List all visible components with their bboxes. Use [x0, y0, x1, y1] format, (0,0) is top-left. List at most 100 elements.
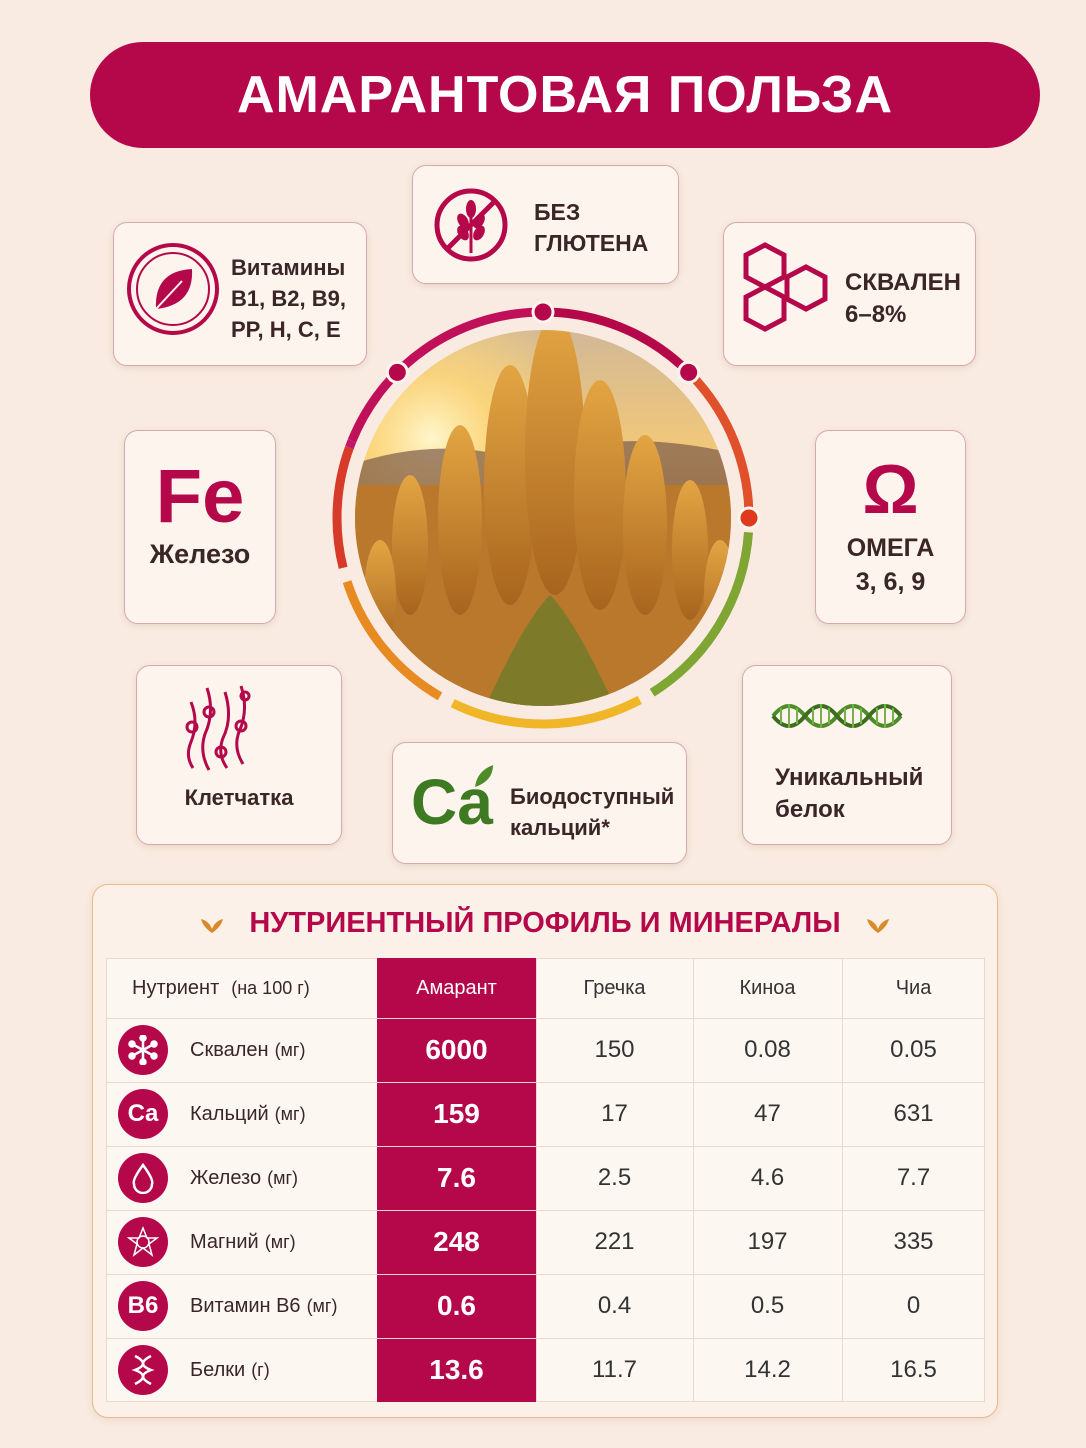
- feature-card: БЕЗ ГЛЮТЕНА: [412, 165, 679, 284]
- feature-card: Fe Железо: [124, 430, 276, 624]
- ring-part: [342, 580, 443, 701]
- nutrient-name: Железо: [190, 1166, 262, 1189]
- value-cell: 159: [377, 1082, 536, 1146]
- feature-line: Железо: [149, 539, 251, 569]
- feature-text: Биодоступный кальций*: [510, 781, 674, 843]
- column-header: Амарант: [377, 958, 536, 1018]
- ring-part: [692, 377, 754, 511]
- value-cell: 2.5: [597, 1164, 632, 1191]
- nutrient-name: Магний: [190, 1230, 259, 1253]
- value-cell: 150: [594, 1036, 635, 1063]
- column-line: [693, 958, 694, 1402]
- value-cell: 631: [893, 1100, 934, 1127]
- row-icon: Ca: [118, 1089, 168, 1139]
- value-cell: 197: [747, 1228, 788, 1255]
- feature-text: БЕЗ ГЛЮТЕНА: [534, 197, 648, 259]
- feature-text: СКВАЛЕН 6–8%: [845, 267, 961, 331]
- feature-text: Витамины B1, B2, B9, PP, H, C, E: [231, 252, 346, 345]
- feature-card: Ω ОМЕГА 3, 6, 9: [815, 430, 966, 624]
- nutrient-unit: (мг): [267, 1167, 299, 1188]
- value-cell: 248: [377, 1210, 536, 1274]
- hexagon-icon: [743, 242, 828, 332]
- row-line: [106, 1338, 985, 1339]
- feature-line: ГЛЮТЕНА: [534, 230, 649, 256]
- ring-part: [737, 506, 761, 530]
- ring-part: [345, 439, 357, 450]
- row-icon: [118, 1345, 168, 1395]
- hero-image: [332, 300, 761, 729]
- feature-line: БЕЗ: [534, 199, 581, 225]
- row-name: Кальций (мг): [190, 1082, 306, 1146]
- row-name: Сквален (мг): [190, 1018, 306, 1082]
- value-cell: 0.08: [744, 1036, 791, 1063]
- ornament: [201, 919, 224, 934]
- row-name: Железо (мг): [190, 1146, 298, 1210]
- dna-icon: [771, 704, 903, 728]
- feature-text: Уникальный белок: [775, 762, 923, 826]
- value-cell: 0.6: [377, 1274, 536, 1338]
- feature-card: Уникальный белок: [742, 665, 952, 845]
- ring-part: [550, 307, 684, 369]
- value-cell: 7.7: [896, 1164, 931, 1191]
- value-cell: 335: [893, 1228, 934, 1255]
- row-line: [106, 1210, 985, 1211]
- feature-text: Железо: [125, 539, 275, 570]
- row-icon: B6: [118, 1281, 168, 1331]
- value-cell: 7.6: [377, 1146, 536, 1210]
- ring-part: [385, 360, 409, 384]
- header-unit: (на 100 г): [231, 977, 310, 998]
- feature-line: белок: [775, 796, 845, 823]
- row-line: [106, 1018, 985, 1019]
- nutrient-name: Кальций: [190, 1102, 269, 1125]
- feature-text: ОМЕГА 3, 6, 9: [816, 531, 965, 599]
- feature-line: Витамины: [231, 255, 346, 280]
- ring-part: [450, 695, 642, 729]
- nutrient-unit: (мг): [264, 1231, 296, 1252]
- row-name: Белки (г): [190, 1338, 270, 1402]
- value-cell: 14.2: [744, 1356, 791, 1383]
- title: АМАРАНТОВАЯ ПОЛЬЗА: [236, 66, 894, 124]
- nutrient-table: [106, 958, 985, 1402]
- table-title: НУТРИЕНТНЫЙ ПРОФИЛЬ И МИНЕРАЛЫ: [93, 907, 997, 940]
- leaf-icon: [127, 243, 219, 335]
- ring-part: [677, 360, 701, 384]
- feature-line: 3, 6, 9: [855, 568, 926, 596]
- row-line: [106, 1082, 985, 1083]
- nutrient-name: Белки: [190, 1358, 246, 1381]
- value-cell: 0.4: [597, 1292, 632, 1319]
- value-cell: 0.5: [750, 1292, 785, 1319]
- title-banner: АМАРАНТОВАЯ ПОЛЬЗА: [90, 42, 1040, 148]
- value-cell: 221: [594, 1228, 635, 1255]
- feature-line: 6–8%: [845, 301, 907, 328]
- row-name: Витамин B6 (мг): [190, 1274, 338, 1338]
- feature-line: СКВАЛЕН: [845, 269, 961, 296]
- nutrient-unit: (мг): [274, 1103, 306, 1124]
- feature-line: Уникальный: [775, 764, 924, 791]
- feature-line: кальций*: [510, 815, 610, 840]
- ornament: [866, 919, 889, 934]
- value-cell: 4.6: [750, 1164, 785, 1191]
- feature-line: PP, H, C, E: [231, 317, 341, 342]
- column-line: [842, 958, 843, 1402]
- feature-line: Биодоступный: [510, 784, 675, 809]
- row-line: [106, 1274, 985, 1275]
- feature-line: B1, B2, B9,: [231, 286, 346, 311]
- value-cell: 13.6: [377, 1338, 536, 1402]
- sprout-icon: [475, 765, 493, 787]
- nutrient-name: Сквален: [190, 1038, 269, 1061]
- column-line: [536, 958, 537, 1402]
- feature-symbol: Fe: [155, 454, 245, 539]
- value-cell: 0.05: [890, 1036, 937, 1063]
- ring-part: [347, 307, 536, 443]
- value-cell: 47: [754, 1100, 781, 1127]
- value-cell: 16.5: [890, 1356, 937, 1383]
- column-header: Гречка: [583, 976, 646, 999]
- row-icon: [118, 1153, 168, 1203]
- ring-part: [531, 300, 555, 324]
- value-cell: 0: [906, 1292, 921, 1319]
- row-line: [106, 1146, 985, 1147]
- column-header: Чиа: [895, 976, 932, 999]
- feature-symbol: Ω: [862, 450, 919, 528]
- ring-part: [649, 532, 753, 697]
